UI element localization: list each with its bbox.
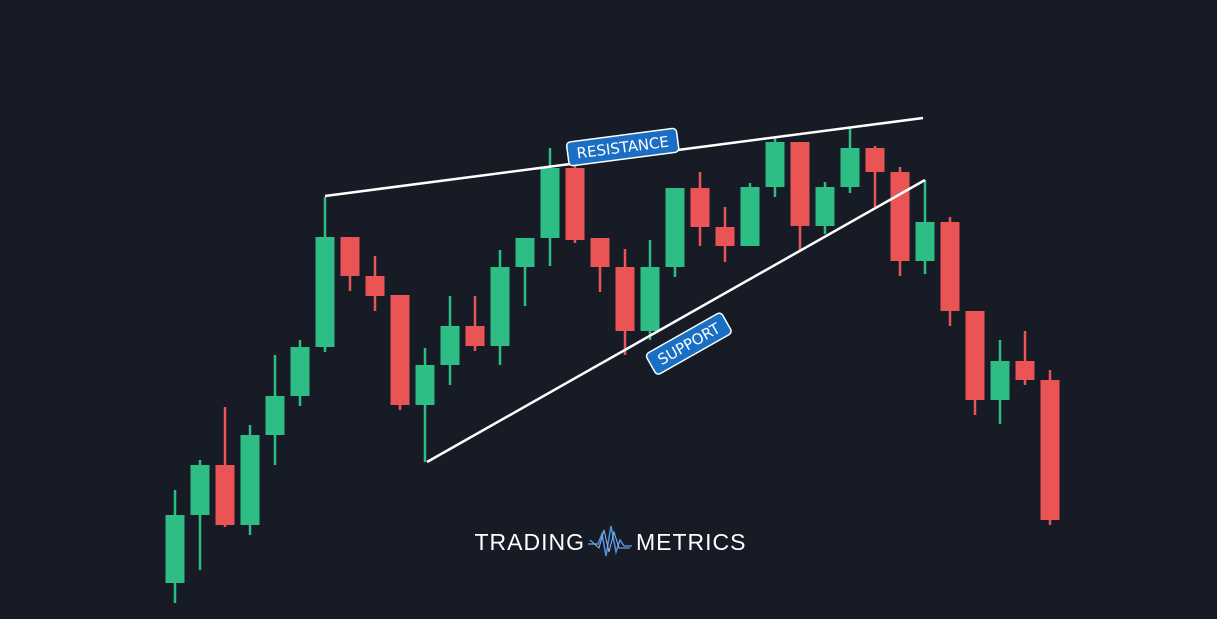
candle-body <box>690 188 710 227</box>
candle-body <box>765 142 785 187</box>
candle-body <box>390 295 410 405</box>
candle-body <box>665 188 685 267</box>
candle-body <box>540 168 560 238</box>
candle-body <box>415 365 435 405</box>
candle-body <box>840 148 860 187</box>
candle-body <box>965 311 985 400</box>
candle-body <box>615 267 635 331</box>
candle-body <box>190 465 210 515</box>
candle-body <box>215 465 235 525</box>
candle-body <box>315 237 335 347</box>
trend-label: RESISTANCE <box>565 127 680 167</box>
candle-body <box>565 168 585 240</box>
candle-body <box>340 237 360 276</box>
candle-body <box>1015 361 1035 380</box>
candle-body <box>265 396 285 435</box>
candles <box>165 127 1060 603</box>
candle-body <box>240 435 260 525</box>
candle-body <box>290 347 310 396</box>
candle-body <box>990 361 1010 400</box>
candle-body <box>440 326 460 365</box>
brand-icon-echo <box>589 529 630 553</box>
candle-body <box>815 187 835 226</box>
candle-body <box>1040 380 1060 520</box>
candle-body <box>490 267 510 346</box>
candle-body <box>640 267 660 331</box>
candle-body <box>590 238 610 267</box>
candle-body <box>365 276 385 296</box>
candle-body <box>465 326 485 346</box>
trend-line <box>426 178 926 464</box>
brand-right: METRICS <box>636 529 747 555</box>
candle-body <box>790 142 810 226</box>
brand-left: TRADING <box>475 529 586 555</box>
candle-body <box>740 187 760 246</box>
candle-body <box>165 515 185 583</box>
candle-body <box>890 172 910 261</box>
candle-body <box>940 222 960 311</box>
brand-icon <box>588 525 632 557</box>
candle-body <box>715 227 735 246</box>
candle-body <box>865 148 885 172</box>
trend-label-box <box>565 127 680 167</box>
candle-body <box>915 222 935 261</box>
trend-label-box <box>645 312 732 375</box>
candle-body <box>515 238 535 267</box>
